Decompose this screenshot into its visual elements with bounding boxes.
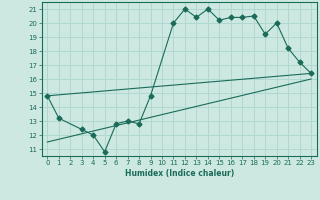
X-axis label: Humidex (Indice chaleur): Humidex (Indice chaleur) — [124, 169, 234, 178]
